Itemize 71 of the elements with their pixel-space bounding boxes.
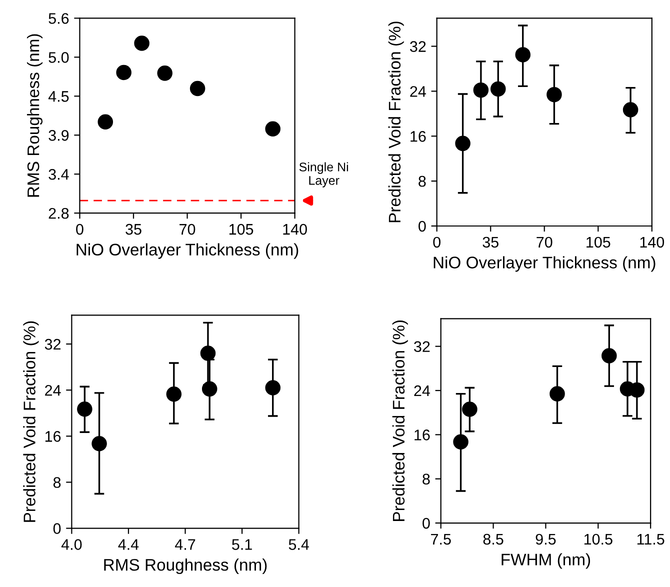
x-tick-label: 4.4	[118, 539, 139, 550]
x-tick-label: 140	[640, 236, 664, 248]
x-tick-label: 0	[433, 236, 440, 248]
x-tick-label: 105	[586, 236, 610, 248]
y-tick-label: 3.9	[48, 130, 69, 141]
x-tick-label: 7.5	[431, 534, 451, 545]
x-tick-label: 35	[482, 236, 498, 248]
y-tick-label: 4.5	[48, 91, 69, 102]
y-axis-title: Predicted Void Fraction (%)	[23, 321, 39, 522]
y-axis-title: Predicted Void Fraction (%)	[388, 22, 404, 222]
x-tick-label: 5.1	[232, 539, 252, 550]
point	[473, 82, 489, 98]
x-axis-title: RMS Roughness (nm)	[104, 558, 267, 574]
point	[455, 136, 470, 152]
point	[515, 47, 531, 62]
y-tick-label: 24	[410, 86, 426, 97]
y-tick-label: 8	[422, 474, 430, 485]
y-tick-label: 5.0	[48, 52, 69, 63]
point	[200, 346, 216, 361]
x-tick-label: 70	[180, 224, 196, 235]
point	[265, 380, 280, 396]
y-tick-label: 0	[422, 518, 430, 529]
y-tick-label: 32	[414, 341, 430, 352]
x-tick-label: 5.4	[288, 539, 309, 550]
x-tick-label: 11.5	[637, 534, 664, 545]
y-tick-label: 16	[410, 131, 426, 142]
point	[134, 36, 150, 51]
point	[265, 121, 280, 137]
y-tick-label: 32	[44, 338, 61, 350]
y-tick-label: 32	[410, 41, 426, 52]
y-tick-label: 16	[414, 430, 430, 440]
y-tick-label: 24	[45, 384, 61, 396]
point	[490, 81, 506, 97]
y-tick-label: 8	[418, 176, 426, 187]
y-axis-title: RMS Roughness (nm)	[26, 34, 43, 197]
y-tick-label: 8	[53, 477, 61, 488]
point	[157, 66, 172, 81]
x-tick-label: 0	[76, 224, 84, 235]
point	[190, 80, 206, 96]
y-axis-title: Predicted Void Fraction (%)	[392, 320, 408, 521]
y-tick-label: 5.6	[48, 13, 69, 24]
point	[550, 386, 565, 402]
x-tick-label: 8.5	[483, 534, 504, 545]
x-tick-label: 105	[229, 224, 254, 235]
x-tick-label: 10.5	[584, 534, 612, 545]
point	[602, 348, 617, 364]
point	[462, 402, 478, 417]
point	[453, 434, 468, 450]
x-tick-label: 4.7	[174, 539, 196, 550]
point	[546, 86, 562, 102]
point	[92, 436, 107, 452]
x-tick-label: 140	[283, 224, 307, 235]
x-axis-title: NiO Overlayer Thickness (nm)	[434, 256, 656, 272]
point	[166, 386, 182, 402]
x-axis-title: FWHM (nm)	[502, 553, 590, 569]
y-tick-label: 2.8	[48, 208, 69, 219]
x-tick-label: 35	[126, 224, 142, 235]
x-tick-label: 9.5	[536, 534, 556, 545]
y-tick-label: 24	[414, 385, 430, 396]
point	[116, 64, 132, 80]
point	[98, 114, 114, 130]
ref-line-label: Single Ni Layer	[299, 162, 348, 188]
y-tick-label: 0	[53, 523, 61, 534]
y-tick-label: 3.4	[48, 168, 69, 180]
point	[77, 401, 92, 417]
x-axis-title: NiO Overlayer Thickness (nm)	[76, 243, 298, 259]
x-tick-label: 4.0	[61, 539, 82, 550]
x-tick-label: 70	[536, 236, 552, 248]
point	[622, 102, 638, 118]
y-tick-label: 16	[45, 431, 61, 442]
point	[202, 381, 218, 397]
